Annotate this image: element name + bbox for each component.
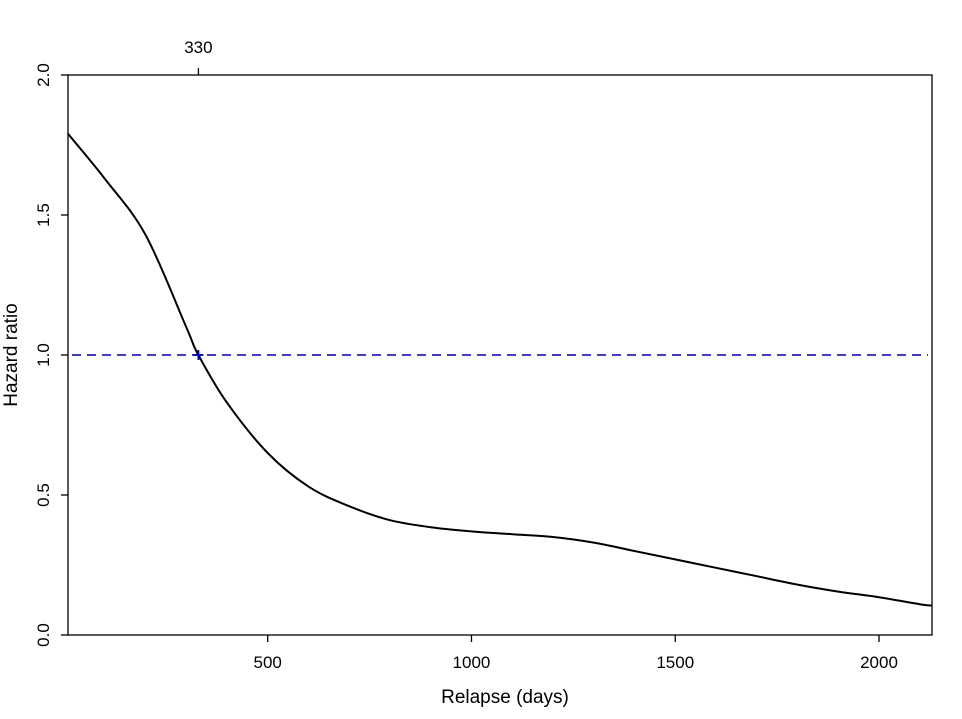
y-tick-label: 2.0 xyxy=(34,63,53,87)
y-tick-label: 1.0 xyxy=(34,343,53,367)
x-tick-label: 1500 xyxy=(656,653,694,672)
y-axis-title: Hazard ratio xyxy=(1,303,22,407)
series-line-hazard xyxy=(67,133,933,607)
top-tick-label: 330 xyxy=(184,38,212,57)
y-axis-ticks: 0.0 0.5 1.0 1.5 2.0 xyxy=(34,63,68,647)
y-tick-label: 0.0 xyxy=(34,623,53,647)
crossing-point-marker xyxy=(193,350,204,360)
y-tick-label: 0.5 xyxy=(34,483,53,507)
top-axis-ticks: 330 xyxy=(184,38,213,75)
x-axis-title: Relapse (days) xyxy=(441,687,569,708)
y-tick-label: 1.5 xyxy=(34,203,53,227)
x-tick-label: 1000 xyxy=(453,653,491,672)
x-tick-label: 500 xyxy=(254,653,282,672)
x-tick-label: 2000 xyxy=(860,653,898,672)
x-axis-ticks: 500 1000 1500 2000 xyxy=(254,635,898,672)
